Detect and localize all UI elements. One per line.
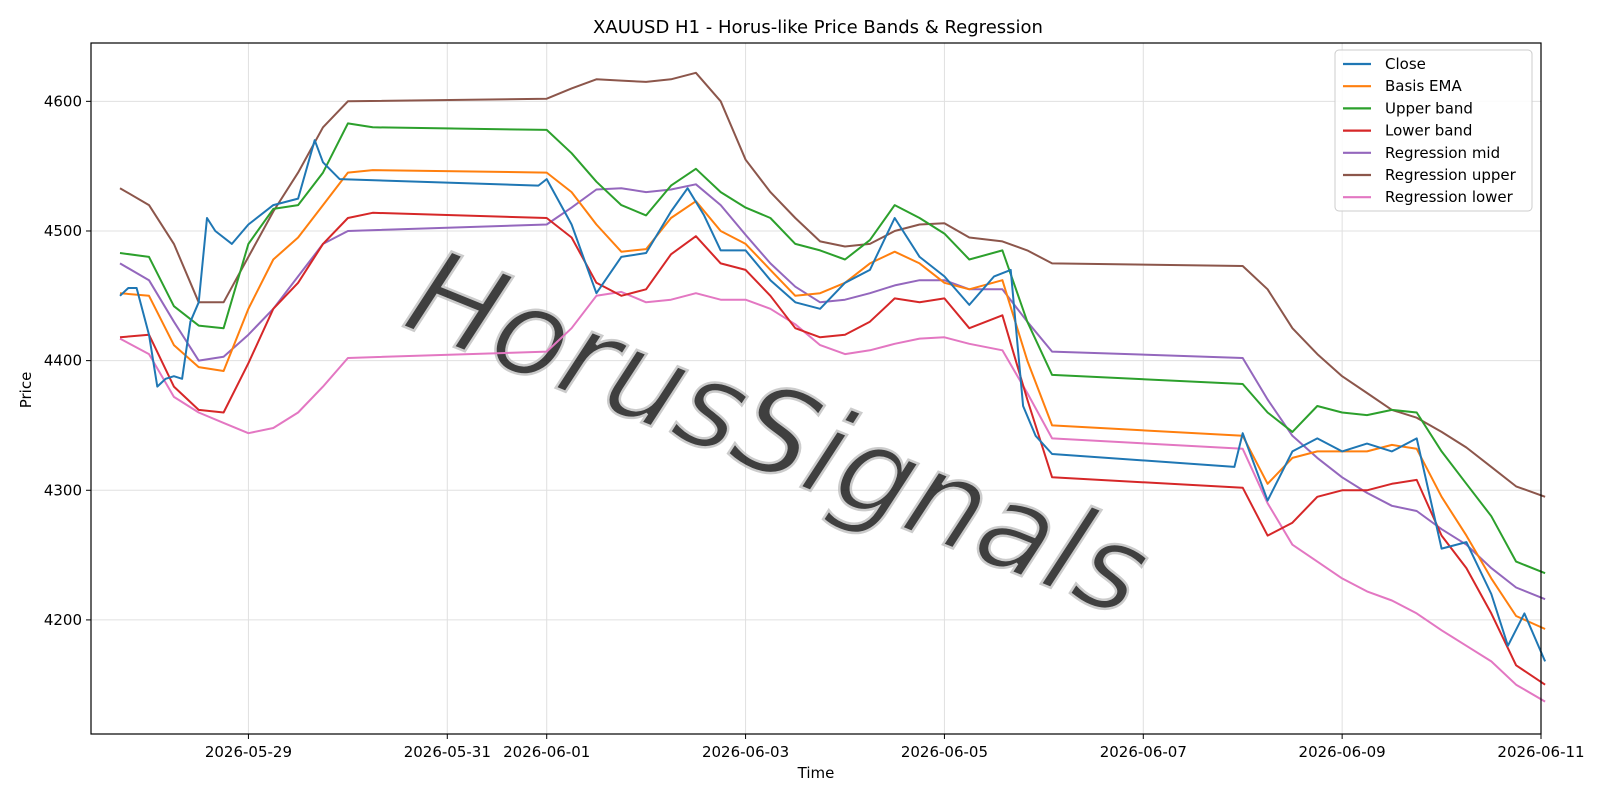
x-tick-label: 2026-06-01 [503,743,590,761]
x-tick-label: 2026-05-31 [404,743,491,761]
y-axis: 4200 4300 4400 4500 4600 [44,92,91,629]
grid [91,43,1542,734]
x-tick-label: 2026-06-09 [1299,743,1386,761]
legend-label-upper-band: Upper band [1385,99,1473,117]
series-line-upper-band [119,122,1546,575]
x-tick-label: 2026-06-07 [1100,743,1187,761]
x-tick-label: 2026-05-29 [205,743,292,761]
series-lines [119,71,1547,703]
legend-label-regression-lower: Regression lower [1385,188,1514,206]
legend-label-basis-ema: Basis EMA [1385,77,1462,95]
legend-label-regression-upper: Regression upper [1385,166,1517,184]
x-tick-label: 2026-06-05 [901,743,988,761]
x-tick-label: 2026-06-11 [1497,743,1584,761]
series-line-close [119,139,1547,662]
series-line-regression-upper [119,71,1546,498]
y-tick-label: 4300 [44,481,82,499]
y-tick-label: 4400 [44,352,82,370]
x-tick-label: 2026-06-03 [702,743,789,761]
legend-label-lower-band: Lower band [1385,122,1472,140]
series-line-lower-band [119,211,1546,686]
plot-area-frame [90,42,1542,735]
x-axis-label: Time [797,764,835,782]
legend-box [1334,49,1533,212]
series-line-regression-lower [119,290,1546,703]
x-axis: 2026-05-29 2026-05-31 2026-06-01 2026-06-03… [205,734,1585,761]
legend-label-regression-mid: Regression mid [1385,144,1500,162]
y-axis-label: Price [17,372,35,409]
y-tick-label: 4600 [44,92,82,110]
series-line-basis-ema [119,169,1546,630]
legend-label-close: Close [1385,55,1426,73]
y-tick-label: 4500 [44,222,82,240]
y-tick-label: 4200 [44,611,82,629]
chart-title: XAUUSD H1 - Horus-like Price Bands & Reg… [593,17,1043,38]
legend: Close Basis EMA Upper band Lower band Regres… [1334,49,1533,212]
